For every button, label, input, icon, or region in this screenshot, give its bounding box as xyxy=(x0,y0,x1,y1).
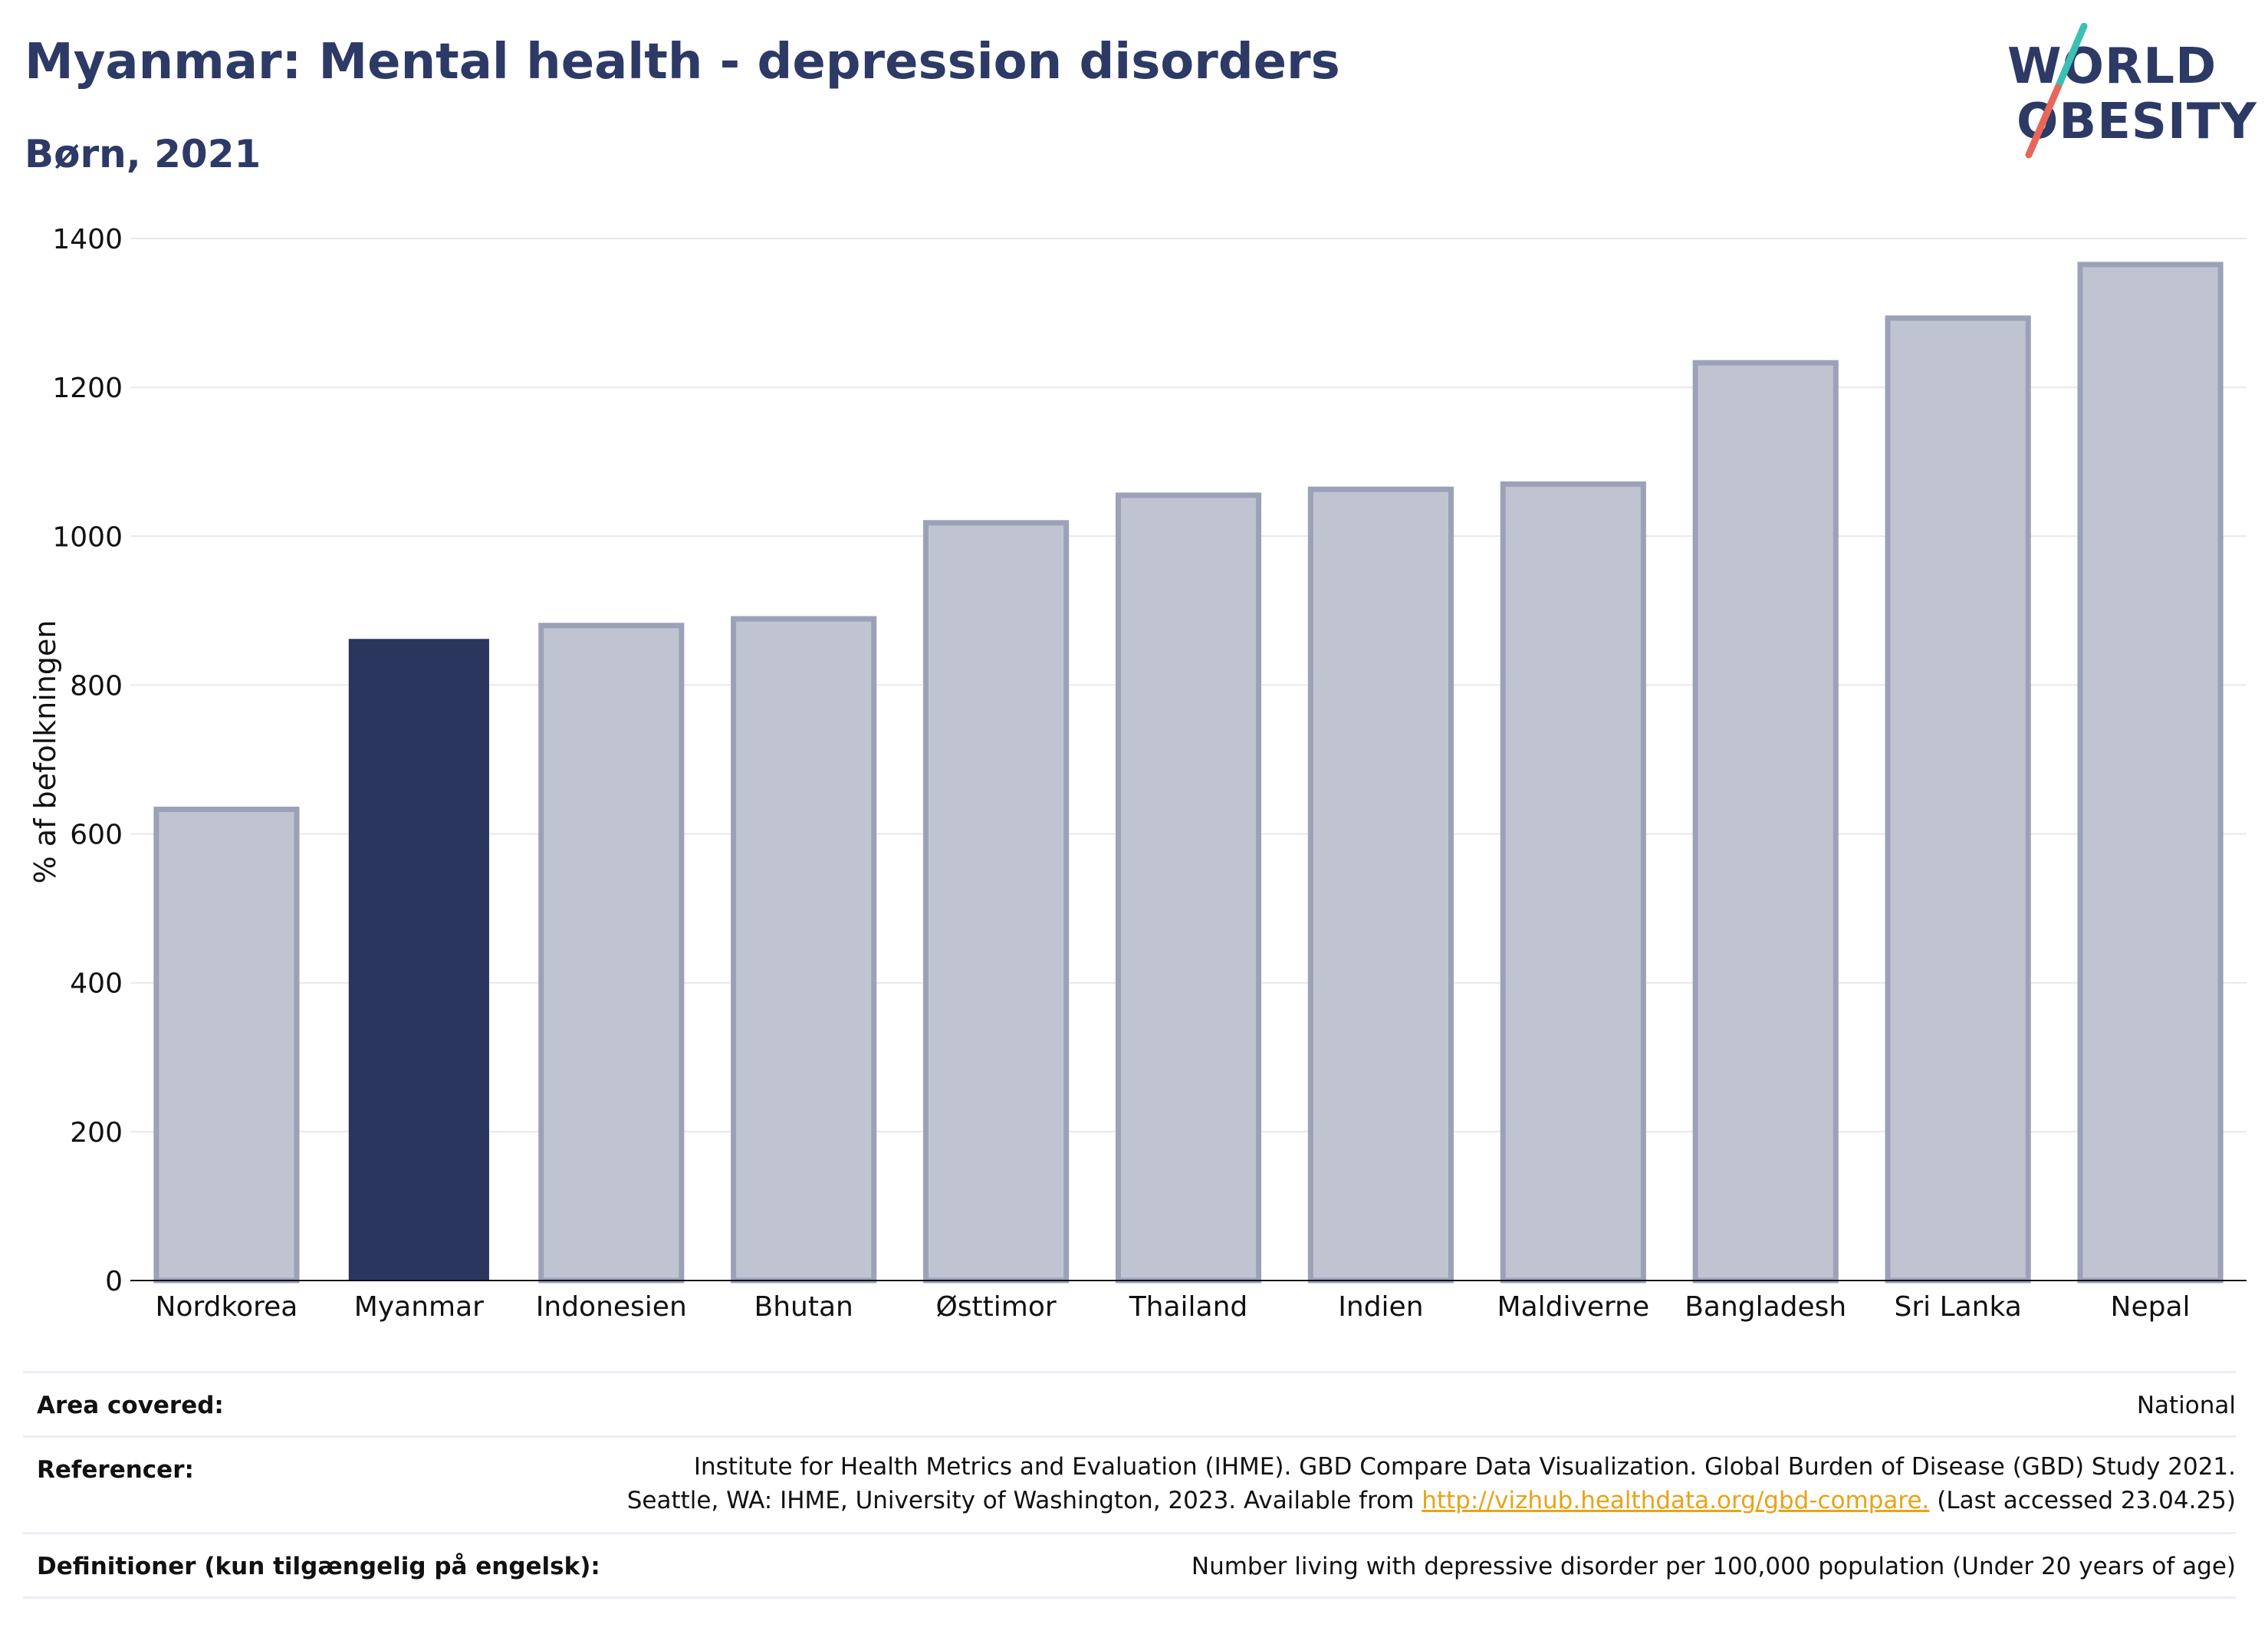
references-line2-pre: Seattle, WA: IHME, University of Washing… xyxy=(626,1487,1422,1514)
x-tick-label: Thailand xyxy=(1129,1291,1248,1323)
x-tick-labels: Nordkorea Myanmar Indonesien Bhutan Østtimor… xyxy=(156,1291,2191,1323)
references-label: Referencer: xyxy=(37,1456,194,1484)
bar-bangladesh xyxy=(1692,360,1839,1284)
y-tick-label: 0 xyxy=(105,1266,123,1297)
y-axis-label: % af befolkningen xyxy=(28,620,62,884)
info-references-row: Referencer: Institute for Health Metrics… xyxy=(23,1435,2236,1533)
y-tick-label: 1400 xyxy=(52,224,123,255)
info-bottom-border xyxy=(23,1596,2236,1599)
x-tick-label: Indien xyxy=(1338,1291,1423,1323)
definitions-value: Number living with depressive disorder p… xyxy=(1191,1553,2236,1580)
bar-indien xyxy=(1307,486,1454,1284)
definitions-label: Definitioner (kun tilgængelig på engelsk… xyxy=(37,1553,600,1580)
y-tick-labels: 0 200 400 600 800 1000 1200 1400 xyxy=(52,224,123,1297)
x-tick-label: Sri Lanka xyxy=(1894,1291,2021,1323)
references-line2: Seattle, WA: IHME, University of Washing… xyxy=(627,1484,2236,1517)
chart-title: Myanmar: Mental health - depression diso… xyxy=(25,34,1340,90)
bar-thailand xyxy=(1115,492,1262,1284)
logo-line2: OBESITY xyxy=(2017,94,2257,150)
x-tick-label: Bhutan xyxy=(754,1291,853,1323)
y-tick-label: 1200 xyxy=(52,373,123,404)
x-tick-label: Maldiverne xyxy=(1497,1291,1650,1323)
bar-nepal xyxy=(2077,261,2224,1284)
bars xyxy=(153,261,2224,1284)
x-tick-label: Bangladesh xyxy=(1685,1291,1846,1323)
bar-sri-lanka xyxy=(1885,315,2031,1284)
info-definitions-row: Definitioner (kun tilgængelig på engelsk… xyxy=(23,1532,2236,1597)
logo-line1: WORLD xyxy=(2007,38,2217,95)
x-tick-label: Østtimor xyxy=(935,1291,1056,1323)
x-tick-label: Myanmar xyxy=(354,1291,484,1323)
bar-bhutan xyxy=(731,616,877,1284)
x-tick-label: Nepal xyxy=(2111,1291,2191,1323)
y-tick-label: 400 xyxy=(70,968,123,1000)
references-value: Institute for Health Metrics and Evaluat… xyxy=(627,1450,2236,1517)
y-tick-label: 800 xyxy=(70,670,123,702)
bar-chart: 0 200 400 600 800 1000 1200 1400 Nordkorea Myanm… xyxy=(28,224,2247,1323)
x-tick-label: Nordkorea xyxy=(156,1291,298,1323)
x-tick-label: Indonesien xyxy=(536,1291,687,1323)
area-covered-label: Area covered: xyxy=(37,1392,224,1419)
info-area-row: Area covered: National xyxy=(23,1371,2236,1436)
bar-maldiverne xyxy=(1500,481,1646,1284)
references-link[interactable]: http://vizhub.healthdata.org/gbd-compare… xyxy=(1422,1487,1930,1514)
area-covered-value: National xyxy=(2136,1392,2236,1419)
chart-subtitle: Børn, 2021 xyxy=(25,132,261,176)
y-tick-label: 200 xyxy=(70,1117,123,1149)
bar-indonesien xyxy=(538,623,685,1284)
references-line2-post: (Last accessed 23.04.25) xyxy=(1929,1487,2236,1514)
world-obesity-logo: WORLD OBESITY xyxy=(1994,23,2257,161)
bar-nordkorea xyxy=(153,807,300,1284)
y-tick-label: 1000 xyxy=(52,521,123,553)
bar-østtimor xyxy=(923,520,1070,1284)
references-line1: Institute for Health Metrics and Evaluat… xyxy=(693,1453,2236,1481)
logo-slash-icon xyxy=(2025,23,2088,159)
bar-myanmar xyxy=(348,639,489,1281)
y-tick-label: 600 xyxy=(70,820,123,851)
